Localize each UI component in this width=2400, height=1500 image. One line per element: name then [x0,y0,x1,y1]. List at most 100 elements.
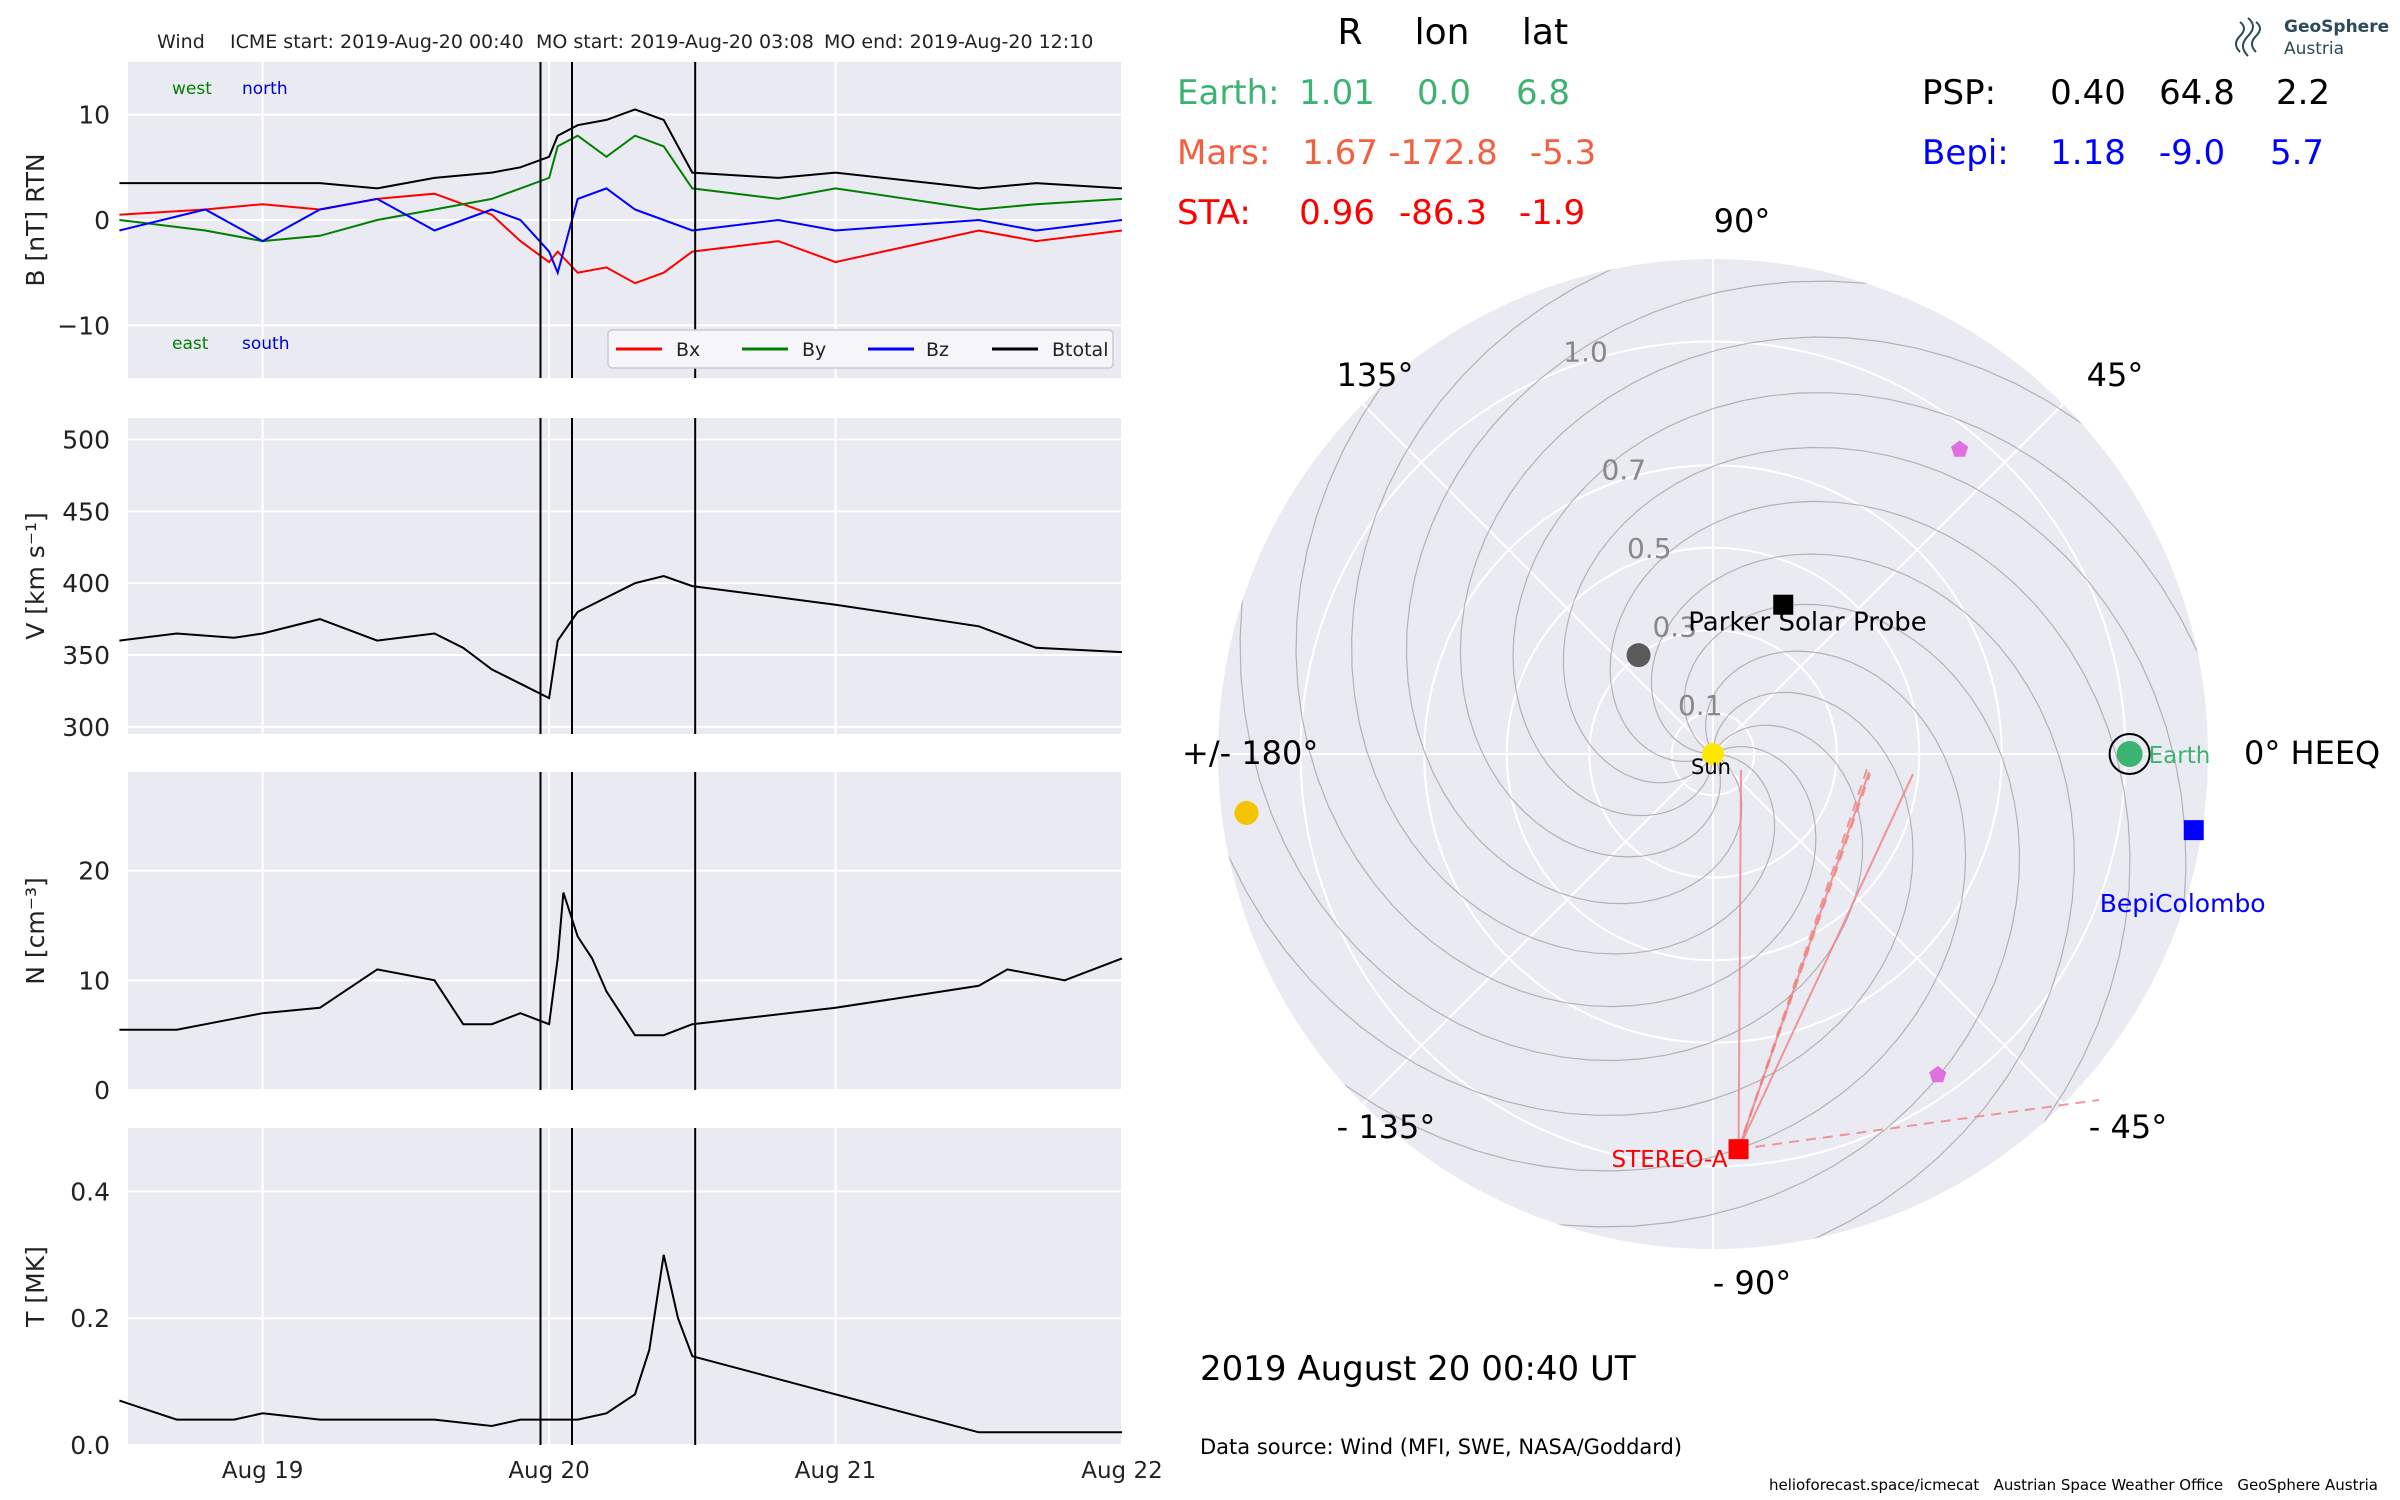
body-marker [2116,741,2143,767]
angle-label: - 90° [1713,1264,1791,1302]
data-source: Data source: Wind (MFI, SWE, NASA/Goddar… [1200,1435,1682,1459]
y-tick-label: 0.4 [70,1177,110,1206]
positions-table: R lon lat Earth: 1.01 0.0 6.8 Mars: 1.67… [1177,12,2330,233]
row-earth-lon: 0.0 [1417,73,1471,113]
parker-spiral-line [1512,392,2208,817]
b-legend: Bx By Bz Btotal [607,329,1114,369]
row-sta-lon: -86.3 [1399,193,1487,233]
radial-tick-label: 1.0 [1563,336,1608,369]
body-parker-solar-probe: Parker Solar Probe [1688,594,1927,638]
body-marker [2183,820,2204,841]
parker-spiral-line [1285,650,1967,1172]
body-marker [1773,594,1794,615]
row-sta-lat: -1.9 [1519,193,1585,233]
panel-3: 0.0 0.2 0.4 T [MK] [21,1128,1123,1460]
y-tick-label: 0 [94,1076,110,1105]
parker-spiral-line [1483,603,2021,1228]
panel-background [128,1128,1122,1445]
row-psp-lon: 64.8 [2159,73,2235,113]
y-tick-label: 20 [78,857,110,886]
row-mars-name: Mars: [1177,133,1270,173]
body-label: Sun [1691,755,1731,779]
fov-line-dashed [1738,1099,2100,1151]
series-line-data [119,574,1123,700]
row-mars-lon: -172.8 [1388,133,1498,173]
body-marker [1929,1066,1947,1083]
y-tick-label: 300 [62,713,110,742]
row-mars-r: 1.67 [1302,133,1378,173]
fov-line [1737,773,1914,1150]
y-tick-label: 0.2 [70,1304,110,1333]
parker-spiral-line [1295,326,1817,1008]
angular-gridline [1712,403,2064,755]
legend-box [607,329,1114,369]
row-bepi-name: Bepi: [1922,133,2009,173]
body-marker [1951,440,1969,457]
parker-spirals [1218,259,2208,1249]
body-sun: Sun [1691,743,1731,779]
row-bepi-lon: -9.0 [2159,133,2225,173]
angular-gridline [1712,753,2064,1105]
x-tick-label: Aug 21 [795,1458,877,1484]
row-mars-lat: -5.3 [1530,133,1596,173]
heliosphere-polar-plot: 0.1 0.3 0.5 0.7 1.0 90° 45° 0° HEEQ - 45° - 90° - … [1182,202,2380,1302]
header-mo-start: MO start: 2019-Aug-20 03:08 [536,31,814,53]
header-spacecraft: Wind [157,31,205,53]
row-sta-r: 0.96 [1299,193,1375,233]
x-tick-label: Aug 22 [1081,1458,1163,1484]
stereo-a-fov-lines [1737,765,2100,1151]
geosphere-logo: GeoSphere Austria [2235,17,2389,59]
series-line-data [119,892,1123,1037]
row-earth-lat: 6.8 [1516,73,1570,113]
row-earth-name: Earth: [1177,73,1280,113]
footer-credits: helioforecast.space/icmecat Austrian Spa… [1769,1476,2378,1494]
series-line-Btotal [119,108,1123,190]
parker-spiral-line [1609,500,2131,1182]
y-tick-label: 0.0 [70,1431,110,1460]
body-marker [1234,800,1259,825]
annotation-north: north [242,79,288,99]
logo-mark-icon [2235,17,2261,57]
legend-label-bz: Bz [926,339,949,361]
row-psp-lat: 2.2 [2276,73,2330,113]
body-solar-orbiter-north [1951,440,1969,457]
x-tick-label: Aug 20 [508,1458,590,1484]
plot-header: Wind ICME start: 2019-Aug-20 00:40 MO st… [157,31,1093,53]
radial-tick-label: 0.1 [1678,689,1723,722]
radial-tick-label: 0.7 [1602,453,1647,486]
series-line-data [119,1254,1122,1434]
angle-label: 0° HEEQ [2244,734,2380,772]
parker-spiral-line [1239,524,1864,1062]
y-tick-label: 350 [62,641,110,670]
header-icme-start: ICME start: 2019-Aug-20 00:40 [230,31,524,53]
body-mars [1234,800,1259,825]
col-header-lon: lon [1415,12,1470,53]
legend-label-bx: Bx [676,339,700,361]
logo-line2: Austria [2284,39,2344,59]
y-tick-label: 500 [62,426,110,455]
row-bepi-lat: 5.7 [2270,133,2324,173]
y-tick-label: 400 [62,569,110,598]
body-venus [1626,643,1651,668]
angle-label: 135° [1336,356,1413,394]
body-label: Parker Solar Probe [1688,608,1926,638]
row-sta-name: STA: [1177,193,1251,233]
parker-spiral-line [1650,553,2075,1249]
angular-gridline [1362,403,1714,755]
y-axis-label: T [MK] [21,1246,50,1328]
body-marker [1728,1139,1749,1160]
fov-line-dashed [1737,773,1871,1150]
panel-2: 0 10 20 N [cm⁻³] [21,772,1123,1105]
body-label: STEREO-A [1612,1147,1728,1173]
angle-label: +/- 180° [1182,734,1318,772]
logo-line1: GeoSphere [2284,17,2389,37]
x-tick-label: Aug 19 [222,1458,304,1484]
series-line-Bz [119,187,1123,276]
body-marker [1702,743,1724,765]
panel-background [128,772,1122,1090]
radial-tick-label: 0.3 [1652,610,1697,643]
body-solar-orbiter-south [1929,1066,1947,1083]
angle-label: 45° [2087,356,2144,394]
body-earth: Earth [2108,733,2210,775]
